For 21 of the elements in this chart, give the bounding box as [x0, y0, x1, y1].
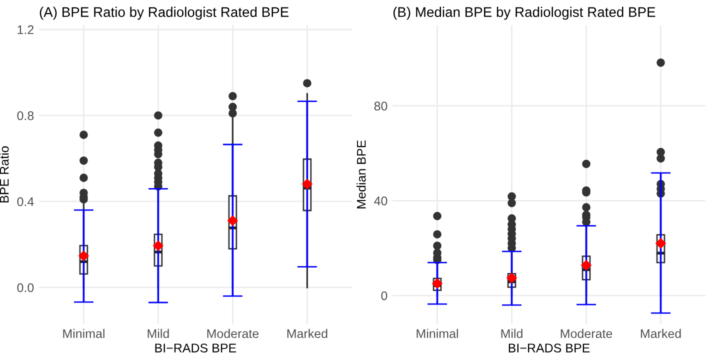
y-tick-label: 40	[374, 196, 388, 206]
y-tick-label: 0.0	[17, 283, 34, 292]
y-tick-label: 0.8	[17, 111, 34, 120]
y-tick-label: 0	[381, 291, 388, 300]
x-tick-label: Minimal	[416, 328, 458, 338]
x-tick-label: Mild	[501, 328, 522, 338]
y-tick-label: 1.2	[18, 25, 34, 34]
chart-title: (B) Median BPE by Radiologist Rated BPE	[393, 6, 656, 20]
x-tick-label: Minimal	[63, 328, 104, 338]
chart-title: (A) BPE Ratio by Radiologist Rated BPE	[40, 6, 289, 20]
x-tick-label: Moderate	[207, 328, 259, 338]
x-tick-label: Moderate	[560, 328, 612, 338]
x-axis-title: BI−RADS BPE	[155, 344, 236, 352]
x-tick-label: Marked	[287, 328, 328, 338]
y-axis-title: BPE Ratio	[0, 146, 9, 202]
y-tick-label: 0.4	[17, 197, 34, 206]
x-axis-title: BI−RADS BPE	[508, 344, 590, 352]
y-axis-title: Median BPE	[356, 140, 366, 208]
x-tick-label: Marked	[640, 328, 681, 338]
x-tick-label: Mild	[148, 328, 169, 338]
y-tick-label: 80	[374, 102, 388, 110]
